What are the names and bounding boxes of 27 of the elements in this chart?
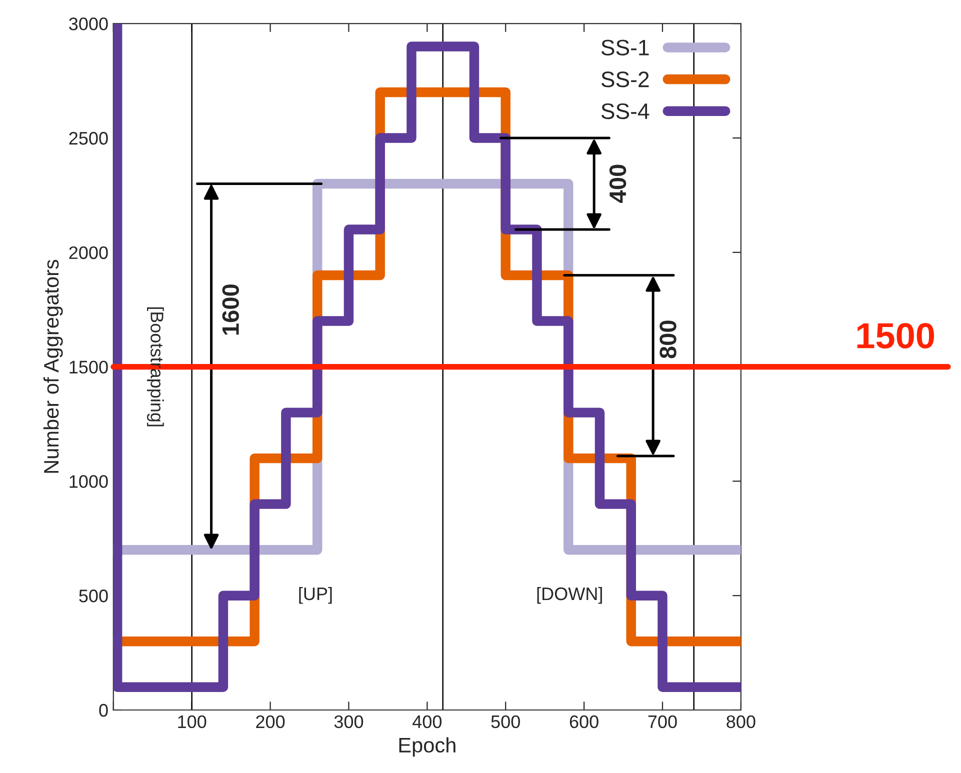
y-tick-label: 1000: [70, 475, 108, 488]
y-tick-label: 500: [79, 590, 108, 602]
annotation: [Bootstrapping]: [147, 307, 164, 426]
legend-label: SS-4: [601, 103, 650, 120]
y-tick-label: 0: [99, 704, 108, 717]
legend-label: SS-2: [601, 72, 649, 88]
ref-line-label: 1500: [857, 322, 934, 349]
annotation: 800: [660, 320, 676, 358]
x-tick-label: 500: [491, 715, 520, 728]
x-tick-label: 600: [570, 715, 598, 728]
x-tick-label: 300: [334, 715, 364, 728]
y-tick-label: 2500: [69, 132, 108, 145]
x-tick-label: 200: [256, 715, 285, 728]
x-tick-label: 400: [412, 715, 442, 728]
x-tick-label: 100: [178, 715, 206, 728]
annotation: 1600: [222, 284, 239, 335]
annotation: [UP]: [299, 586, 332, 604]
annotation: 400: [609, 164, 626, 203]
x-axis-title: Epoch: [399, 737, 456, 757]
annotation: [DOWN]: [537, 586, 602, 604]
y-tick-label: 3000: [69, 18, 108, 30]
y-tick-label: 2000: [69, 246, 108, 260]
y-tick-label: 1500: [70, 360, 108, 374]
x-tick-label: 700: [648, 715, 677, 728]
legend-label: SS-1: [601, 40, 649, 56]
y-axis-title: Number of Aggregators: [43, 260, 63, 473]
x-tick-label: 800: [726, 715, 756, 728]
